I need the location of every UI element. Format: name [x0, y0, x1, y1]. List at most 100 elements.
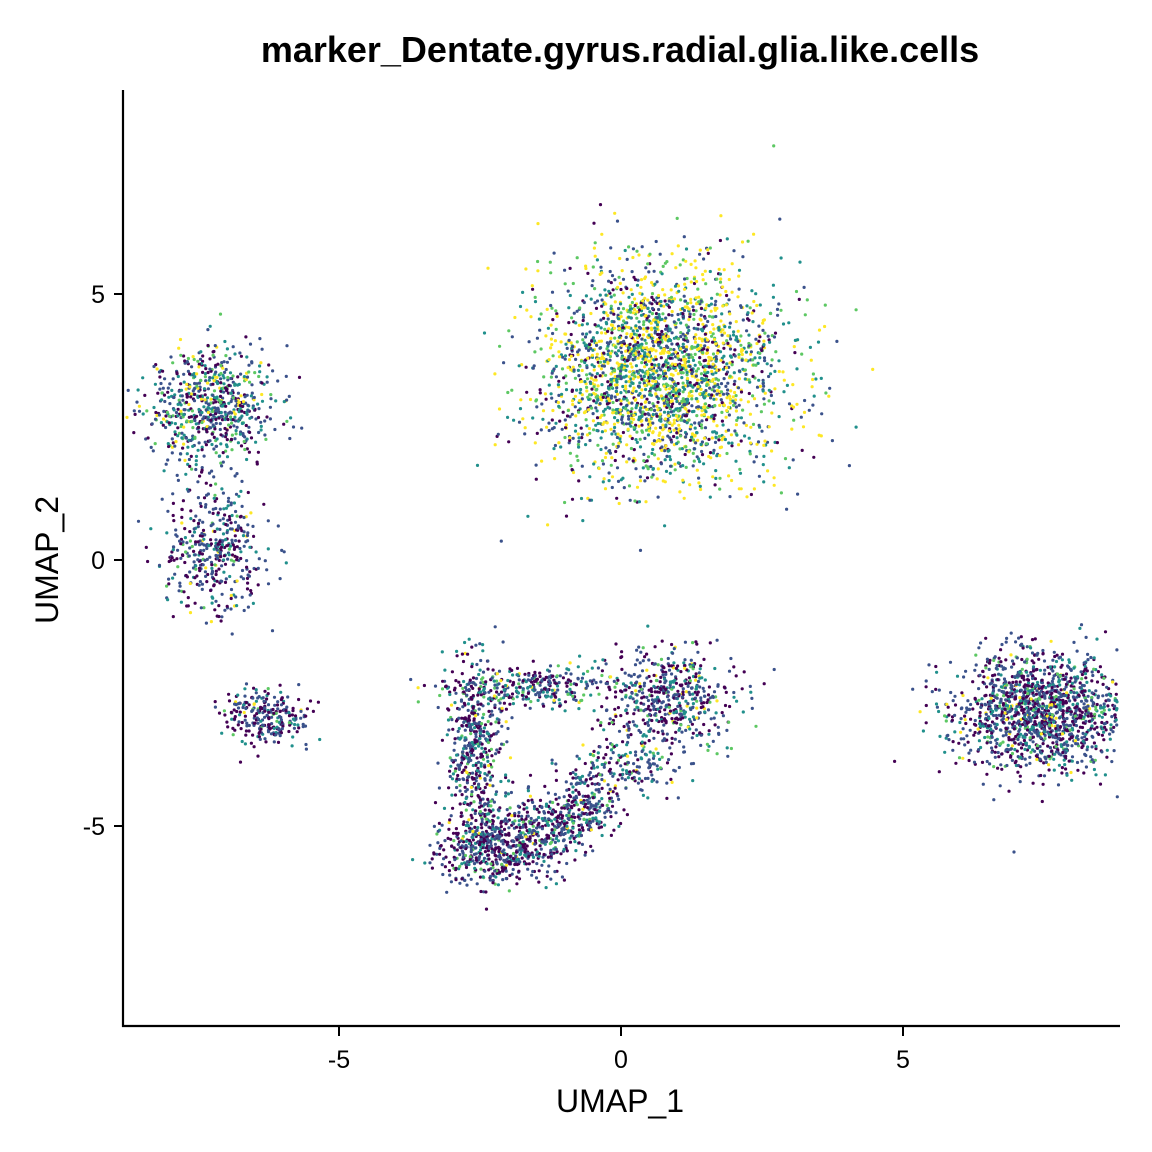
- data-point: [170, 550, 174, 554]
- data-point: [591, 419, 596, 423]
- data-point: [619, 391, 623, 395]
- data-point: [590, 339, 594, 343]
- data-point: [199, 606, 203, 610]
- data-point: [1078, 725, 1082, 729]
- data-point: [644, 357, 648, 361]
- data-point: [733, 429, 737, 433]
- data-point: [707, 437, 711, 441]
- data-point: [291, 717, 295, 721]
- data-point: [215, 497, 219, 501]
- data-point: [536, 222, 540, 226]
- data-point: [696, 343, 700, 347]
- data-point: [959, 717, 963, 721]
- data-point: [747, 378, 751, 382]
- data-point: [224, 404, 228, 408]
- data-point: [203, 375, 207, 379]
- data-point: [188, 611, 193, 615]
- data-point: [682, 294, 686, 298]
- data-point: [233, 728, 237, 732]
- data-point: [613, 336, 617, 340]
- data-point: [214, 370, 218, 374]
- data-point: [993, 755, 997, 759]
- data-point: [657, 293, 661, 298]
- data-point: [224, 449, 228, 453]
- data-point: [644, 418, 649, 422]
- data-point: [983, 735, 987, 740]
- data-point: [955, 674, 960, 678]
- data-point: [666, 335, 670, 339]
- data-point: [994, 745, 998, 749]
- data-point: [182, 408, 186, 412]
- data-point: [727, 441, 731, 445]
- data-point: [551, 331, 555, 336]
- data-point: [235, 425, 239, 429]
- data-point: [166, 598, 170, 602]
- data-point: [193, 576, 197, 580]
- data-point: [655, 404, 659, 408]
- data-point: [577, 445, 581, 449]
- data-point: [734, 409, 739, 413]
- data-point: [781, 370, 785, 374]
- data-point: [296, 723, 300, 727]
- data-point: [228, 514, 232, 519]
- data-point: [676, 461, 681, 465]
- data-point: [600, 271, 604, 275]
- data-point: [709, 456, 713, 460]
- data-point: [989, 696, 993, 700]
- data-point: [1075, 702, 1080, 706]
- data-point: [221, 366, 225, 370]
- data-point: [222, 507, 226, 511]
- data-point: [715, 277, 719, 281]
- data-point: [595, 258, 600, 262]
- data-point: [982, 724, 986, 728]
- data-point: [629, 310, 633, 314]
- data-point: [538, 391, 542, 395]
- data-point: [644, 266, 648, 270]
- data-point: [603, 487, 608, 491]
- data-point: [664, 316, 668, 320]
- data-point: [678, 427, 682, 431]
- data-point: [728, 321, 732, 325]
- data-point: [767, 425, 771, 429]
- data-point: [585, 424, 589, 428]
- data-point: [249, 394, 253, 398]
- data-point: [1072, 640, 1076, 645]
- data-point: [629, 334, 633, 338]
- data-point: [556, 383, 561, 387]
- data-point: [177, 589, 181, 593]
- data-point: [185, 360, 189, 364]
- data-point: [712, 417, 716, 421]
- data-point: [663, 449, 667, 453]
- data-point: [678, 366, 682, 370]
- data-point: [632, 386, 636, 390]
- data-point: [703, 344, 707, 348]
- data-point: [1000, 767, 1004, 771]
- data-point: [796, 492, 800, 496]
- data-point: [238, 416, 242, 420]
- data-point: [259, 361, 263, 365]
- data-point: [765, 362, 769, 366]
- data-point: [202, 548, 206, 553]
- data-point: [265, 697, 269, 701]
- data-point: [733, 379, 737, 383]
- data-point: [227, 553, 231, 557]
- data-point: [1030, 651, 1035, 655]
- data-point: [726, 334, 730, 338]
- data-point: [675, 399, 679, 404]
- data-point: [225, 531, 229, 535]
- data-point: [190, 365, 194, 369]
- data-point: [215, 437, 219, 441]
- data-point: [539, 347, 543, 351]
- data-point: [638, 326, 643, 330]
- data-point: [215, 375, 219, 380]
- data-point: [699, 327, 704, 331]
- data-point: [657, 376, 661, 380]
- data-point: [577, 374, 581, 378]
- data-point: [200, 466, 204, 470]
- data-point: [752, 397, 757, 401]
- data-point: [718, 280, 723, 284]
- data-point: [802, 410, 807, 414]
- data-point: [273, 703, 277, 707]
- data-point: [249, 511, 253, 515]
- data-point: [976, 702, 980, 706]
